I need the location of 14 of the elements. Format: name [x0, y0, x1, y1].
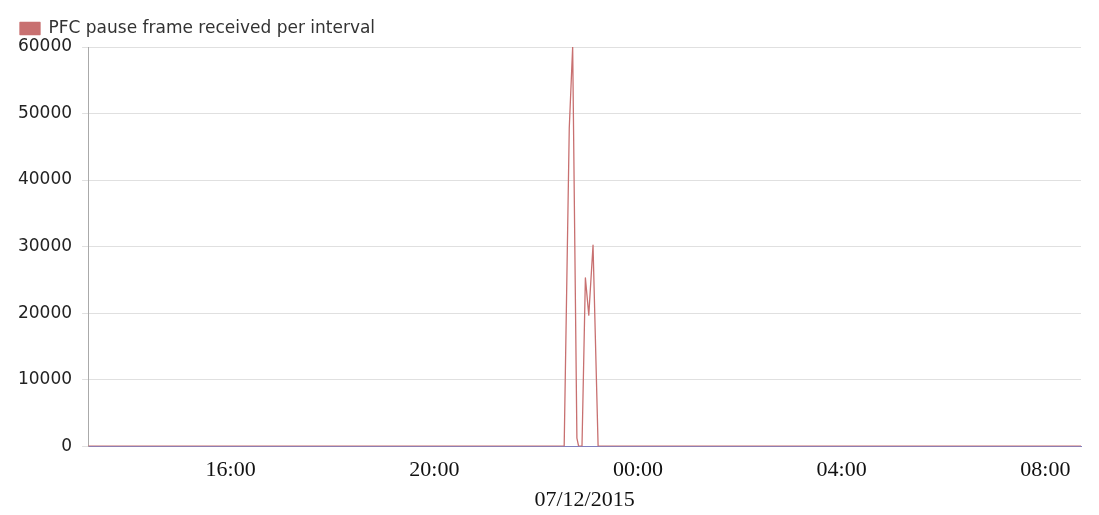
y-tick-label: 20000	[17, 301, 73, 322]
x-tick-label: 04:00	[816, 456, 867, 482]
y-tick-label: 10000	[17, 368, 73, 389]
x-tick-label: 16:00	[205, 456, 256, 482]
y-tick-label: 0	[61, 434, 73, 455]
x-tick-label: 00:00	[612, 456, 664, 482]
x-tick-label: 20:00	[409, 456, 460, 482]
y-tick-label: 50000	[17, 101, 73, 122]
y-tick-label: 60000	[17, 35, 73, 56]
legend-label: PFC pause frame received per interval	[48, 16, 376, 37]
y-tick-label: 40000	[17, 168, 73, 189]
y-tick-label: 30000	[17, 235, 73, 256]
x-tick-label: 08:00	[1020, 456, 1071, 482]
x-axis-title: 07/12/2015	[534, 485, 635, 511]
